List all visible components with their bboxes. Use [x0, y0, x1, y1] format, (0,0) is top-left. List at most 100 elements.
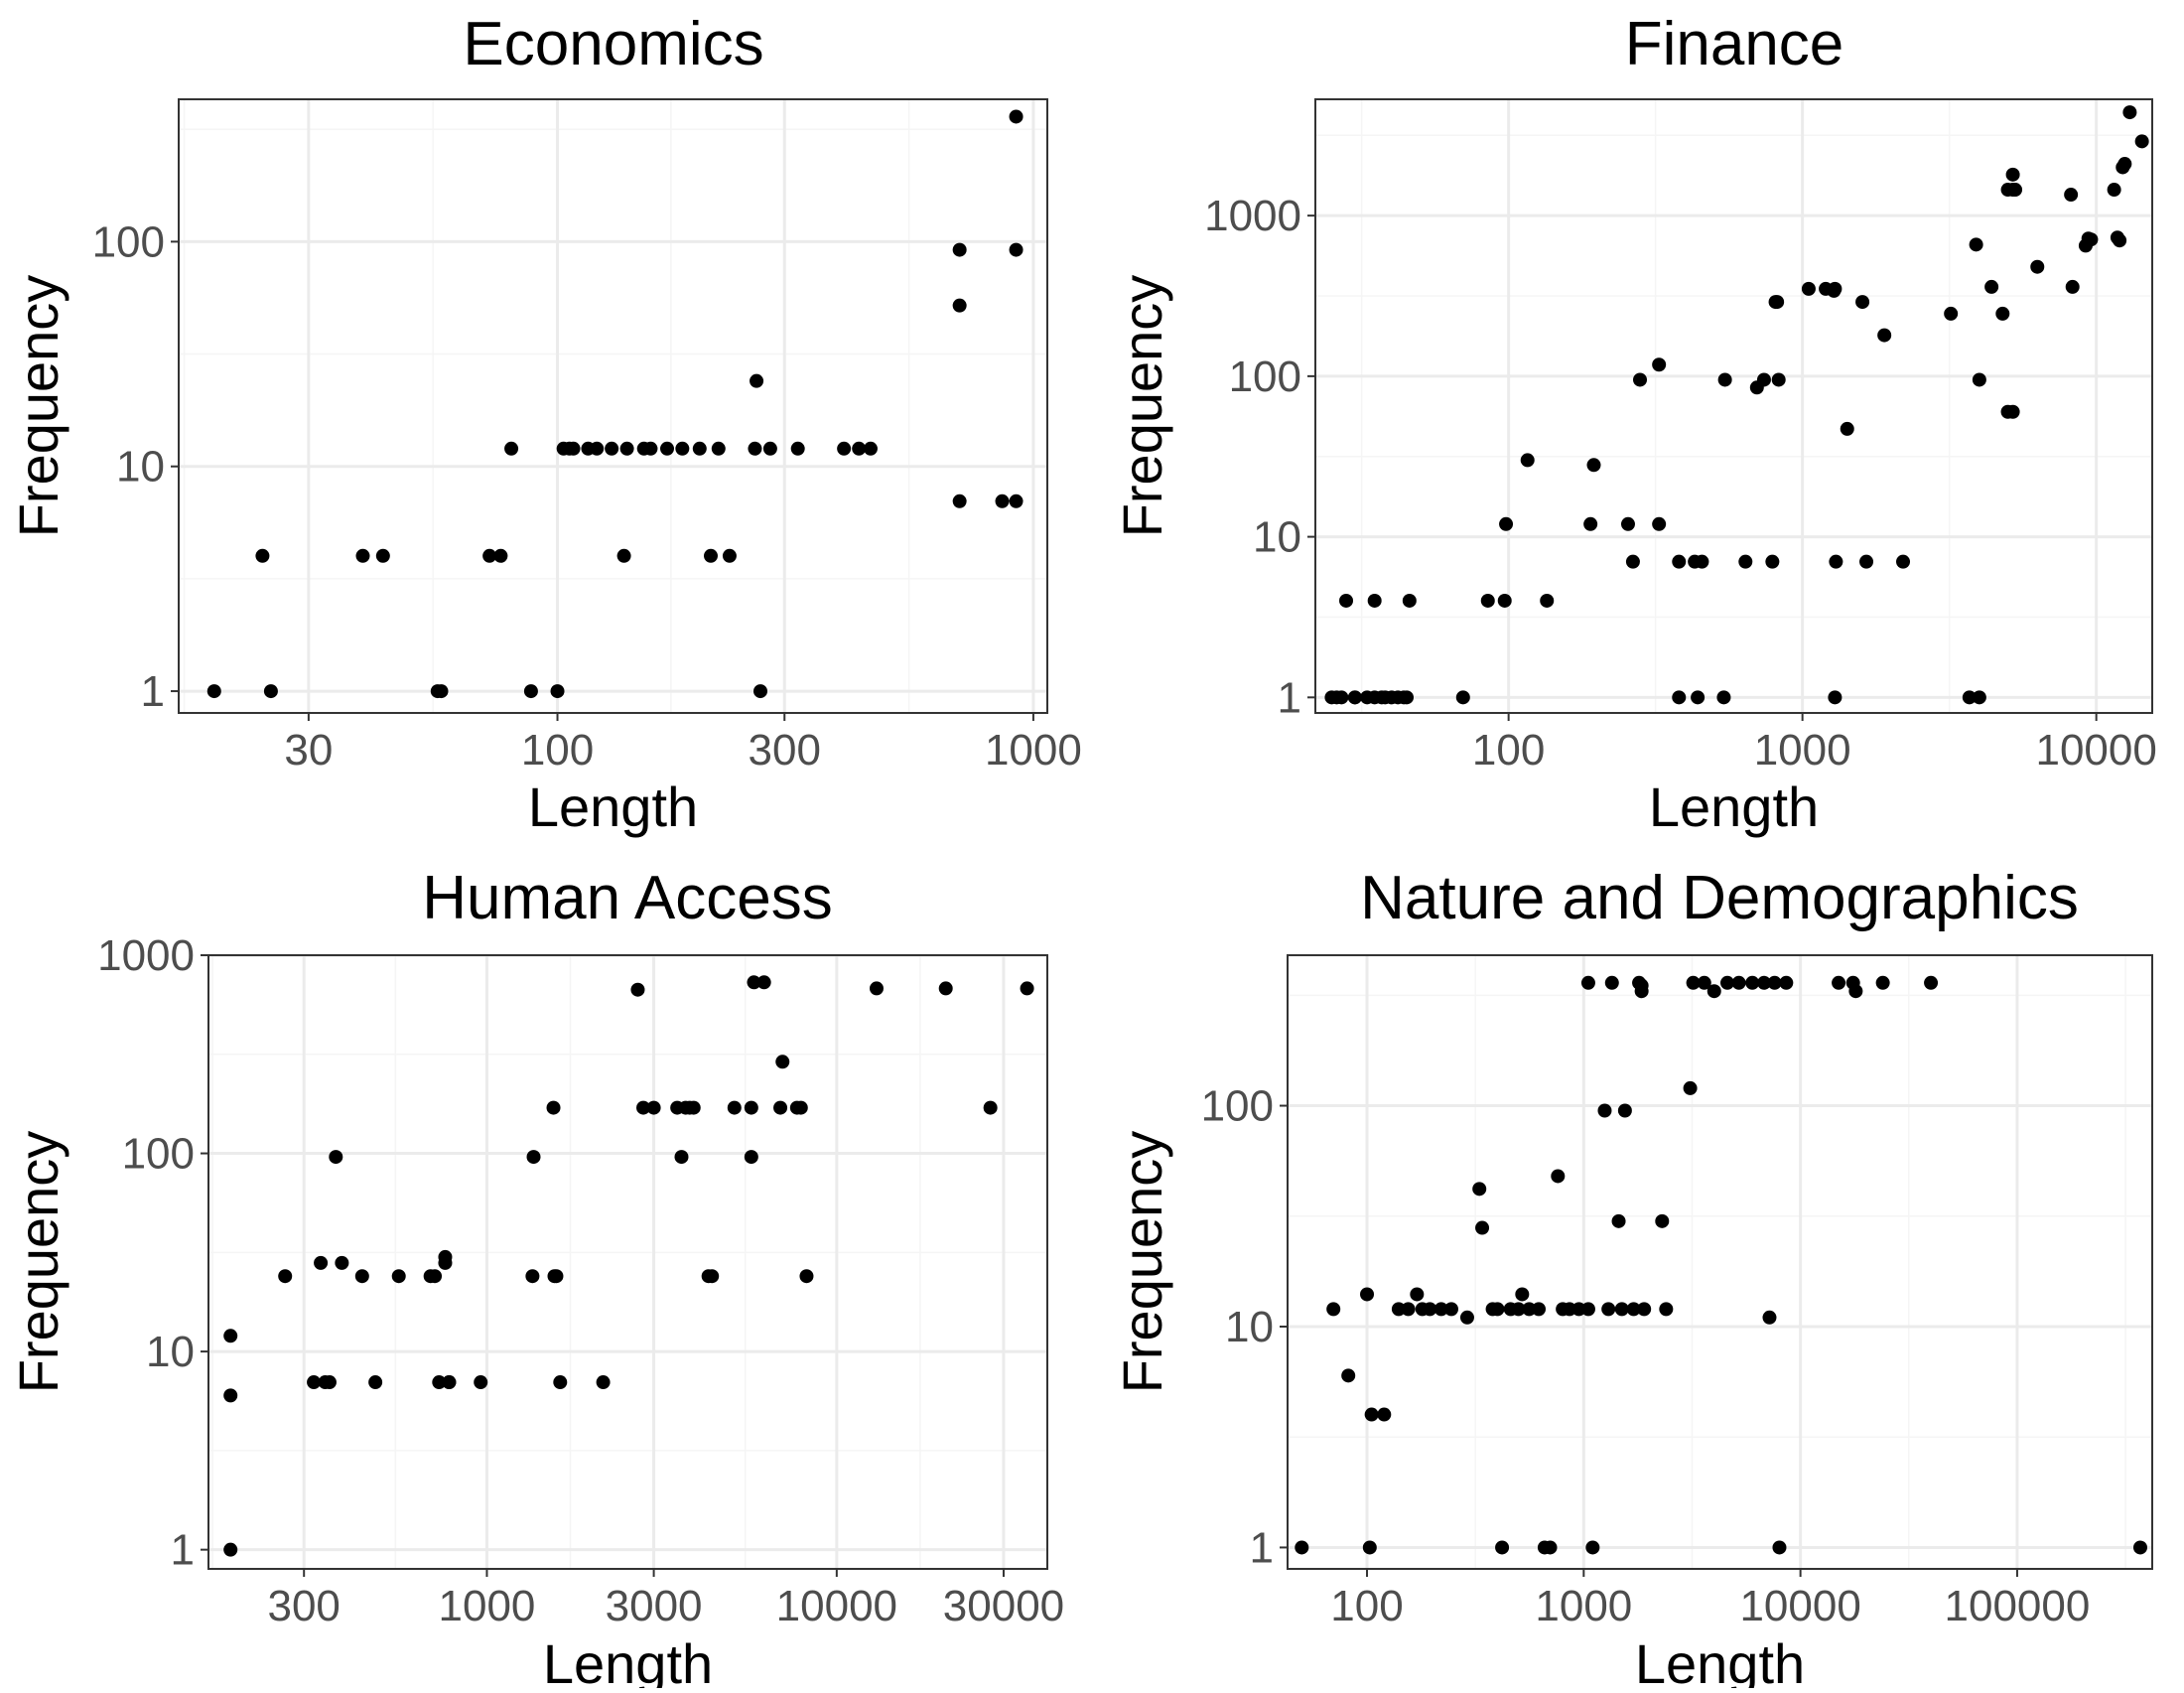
x-tick-label: 100 [1472, 726, 1545, 775]
y-tick-label: 10 [146, 1328, 195, 1376]
panel-2: 100 1000 10000 1 10 100 1000 Finance Length Frequ… [1111, 10, 2157, 838]
data-point [646, 1100, 661, 1115]
data-point [2064, 188, 2079, 203]
data-point [793, 1100, 808, 1115]
data-point [1497, 593, 1512, 608]
y-axis-label: Frequency [1111, 1131, 1173, 1394]
y-axis-label: Frequency [1111, 275, 1173, 538]
data-point [605, 441, 619, 456]
data-point [1848, 984, 1863, 999]
x-tick-label: 300 [749, 726, 821, 775]
panel-title: Economics [463, 10, 763, 78]
data-point [995, 494, 1010, 508]
data-point [1551, 1169, 1566, 1184]
data-point [2084, 232, 2099, 247]
data-point [546, 1100, 561, 1115]
data-point [1855, 295, 1870, 310]
data-point [526, 1150, 541, 1165]
panel-border [178, 98, 1048, 714]
data-point [493, 548, 508, 563]
data-point [703, 548, 718, 563]
data-point [263, 684, 278, 699]
data-point [1717, 372, 1732, 387]
x-tick-label: 10000 [776, 1582, 897, 1630]
x-tick-label: 3000 [606, 1582, 703, 1630]
data-point [2008, 183, 2023, 198]
data-point [1586, 458, 1601, 473]
data-point [869, 981, 884, 996]
data-point [596, 1375, 611, 1390]
data-point [1391, 1302, 1406, 1317]
y-tick-label: 1000 [97, 931, 195, 980]
data-point [1009, 242, 1024, 257]
data-point [1972, 372, 1986, 387]
y-tick-label: 100 [122, 1130, 195, 1179]
y-axis-label: Frequency [7, 275, 69, 538]
data-point [1875, 975, 1890, 990]
data-point [1009, 494, 1024, 508]
data-point [355, 548, 370, 563]
data-point [1659, 1302, 1674, 1317]
data-point [1801, 281, 1816, 296]
data-point [307, 1375, 322, 1390]
panel-border [207, 954, 1048, 1570]
data-point [1828, 690, 1843, 705]
data-point [744, 1150, 758, 1165]
data-point [660, 441, 675, 456]
data-point [1984, 279, 1999, 294]
data-point [983, 1100, 998, 1115]
data-point [1655, 1213, 1670, 1228]
x-axis-label: Length [528, 776, 698, 838]
data-point [1972, 690, 1986, 705]
data-point [1511, 1302, 1526, 1317]
data-point [1360, 1287, 1375, 1302]
data-point [1720, 975, 1735, 990]
x-axis-label: Length [543, 1632, 713, 1688]
data-point [1896, 554, 1911, 569]
y-tick-label: 10 [116, 443, 165, 492]
data-point [255, 548, 270, 563]
data-point [1770, 295, 1785, 310]
data-point [1543, 1540, 1558, 1555]
data-point [566, 441, 581, 456]
data-point [616, 548, 631, 563]
data-point [630, 982, 645, 997]
data-point [1362, 1540, 1377, 1555]
data-point [504, 441, 519, 456]
data-point [1771, 372, 1786, 387]
data-point [1614, 1302, 1629, 1317]
data-point [1767, 975, 1782, 990]
data-point [1532, 1302, 1547, 1317]
x-tick-label: 30 [284, 726, 333, 775]
panel-title: Human Access [422, 864, 833, 932]
panel-title: Finance [1625, 10, 1844, 78]
data-point [2005, 404, 2020, 419]
data-point [1765, 554, 1780, 569]
data-point [852, 441, 867, 456]
y-tick-label: 1000 [1204, 192, 1301, 240]
data-point [748, 441, 762, 456]
data-point [1634, 984, 1649, 999]
data-point [1944, 306, 1959, 321]
data-points [1295, 975, 2147, 1555]
panel-4: 100 1000 10000 100000 1 10 100 Nature and Demog… [1111, 864, 2153, 1693]
data-point [952, 494, 967, 508]
data-point [1652, 357, 1667, 372]
data-point [692, 441, 707, 456]
data-point [206, 684, 221, 699]
data-point [1601, 1302, 1616, 1317]
y-tick-label: 1 [1278, 673, 1301, 722]
data-point [1367, 593, 1382, 608]
gridlines [179, 99, 1047, 713]
x-tick-label: 10000 [1739, 1582, 1860, 1630]
data-point [438, 1249, 453, 1264]
data-point [1637, 1302, 1652, 1317]
x-tick-label: 1000 [1535, 1582, 1632, 1630]
data-point [1840, 421, 1854, 436]
x-axis-label: Length [1635, 1632, 1805, 1688]
data-point [391, 1269, 406, 1284]
data-point [799, 1269, 814, 1284]
data-point [1585, 1540, 1600, 1555]
data-point [223, 1542, 238, 1557]
data-point [2107, 183, 2121, 198]
